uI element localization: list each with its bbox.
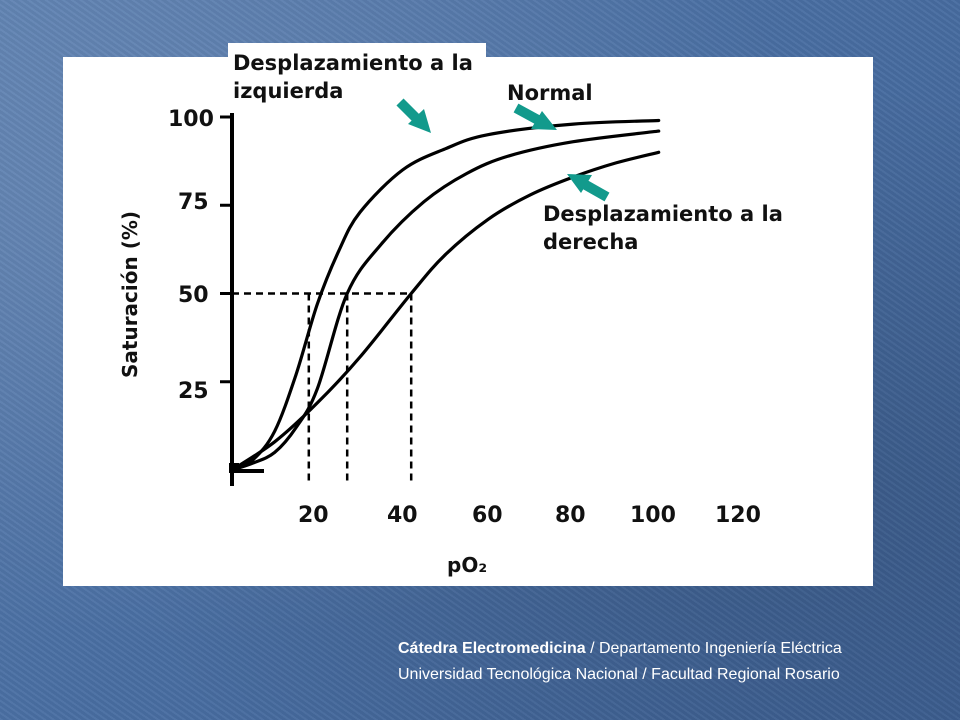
footer-department: / Departamento Ingeniería Eléctrica <box>585 640 842 657</box>
series-line-2 <box>230 129 661 472</box>
x-tick-label: 100 <box>630 503 676 528</box>
footer-line-2: Universidad Tecnológica Nacional / Facul… <box>398 666 840 683</box>
y-tick-label: 100 <box>168 107 214 132</box>
series-line-3 <box>230 150 661 472</box>
y-tick-label: 75 <box>178 190 209 215</box>
arrow-right <box>567 174 610 202</box>
x-tick-label: 120 <box>715 503 761 528</box>
footer: Cátedra Electromedicina / Departamento I… <box>398 636 842 688</box>
y-tick-label: 25 <box>178 379 209 404</box>
arrow-left <box>396 98 431 133</box>
x-axis-title: pO₂ <box>447 553 487 577</box>
y-tick-label: 50 <box>178 283 209 308</box>
footer-line-1: Cátedra Electromedicina / Departamento I… <box>398 636 842 662</box>
y-axis-title: Saturación (%) <box>118 211 142 378</box>
chart-marks <box>220 113 661 486</box>
callout-normal: Normal <box>507 81 593 105</box>
x-tick-label: 40 <box>387 503 418 528</box>
arrow-normal <box>513 103 557 130</box>
footer-course: Cátedra Electromedicina <box>398 640 586 657</box>
chart-panel <box>63 57 873 586</box>
callout-left-line2: izquierda <box>233 79 343 103</box>
x-tick-label: 80 <box>555 503 586 528</box>
callout-left-line1: Desplazamiento a la <box>233 51 473 75</box>
callout-right-line1: Desplazamiento a la <box>543 202 783 226</box>
callout-left-box <box>228 43 486 105</box>
callout-right-line2: derecha <box>543 230 638 254</box>
x-tick-label: 60 <box>472 503 503 528</box>
x-tick-label: 20 <box>298 503 329 528</box>
series-line-1 <box>230 118 661 472</box>
